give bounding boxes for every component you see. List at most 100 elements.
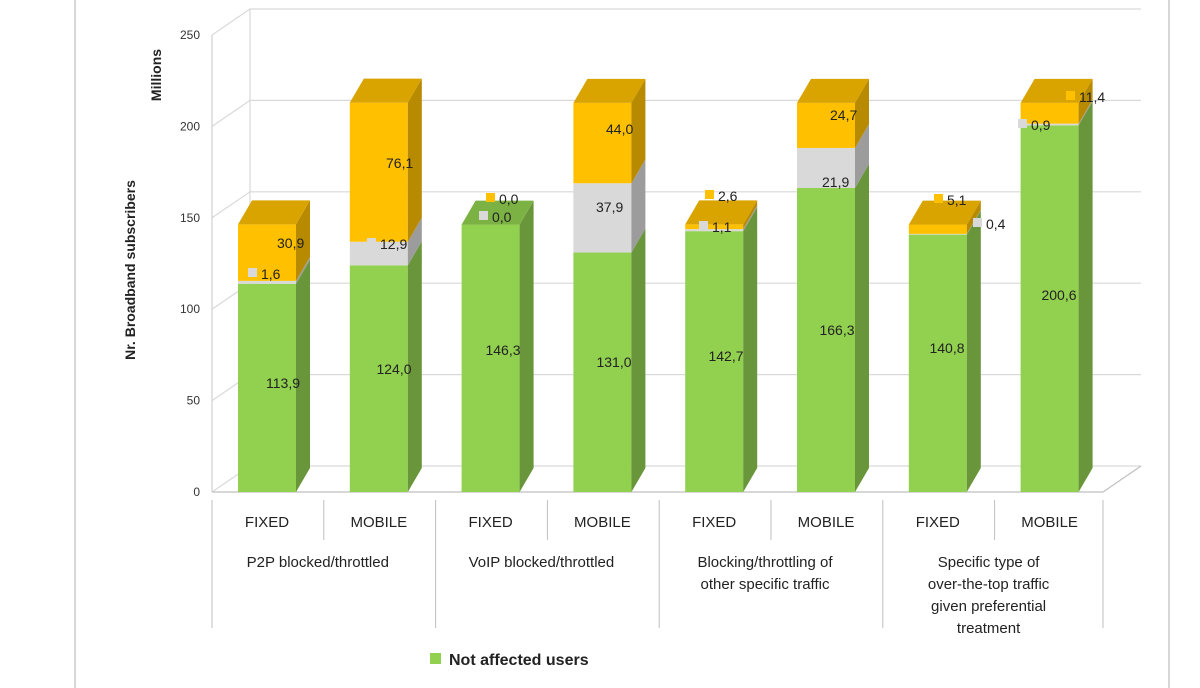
floor-edge xyxy=(1102,465,1142,493)
bar-top-cap xyxy=(349,78,422,103)
bar-segment-side xyxy=(1078,101,1093,493)
data-label: 21,9 xyxy=(822,174,849,190)
bar-segment-side xyxy=(631,159,646,253)
bar-segment-front xyxy=(349,241,408,266)
group-label: VoIP blocked/throttled xyxy=(469,554,615,571)
data-label: 37,9 xyxy=(596,199,623,215)
data-label-marker xyxy=(479,211,488,220)
bar-segment-front xyxy=(238,283,296,492)
bar-segment-side xyxy=(631,228,646,493)
data-label-marker xyxy=(934,194,943,203)
data-label: 11,4 xyxy=(1079,89,1105,105)
data-label: 142,7 xyxy=(708,348,743,364)
data-label: 140,8 xyxy=(929,340,964,356)
bar-segment-front xyxy=(461,224,520,492)
x-axis: FIXED MOBILE P2P blocked/throttled FIXED MOB… xyxy=(211,500,1104,637)
bar-segment-side xyxy=(407,78,422,242)
chart-frame xyxy=(74,0,1170,688)
bar-stack xyxy=(573,78,646,493)
bar-segment-front xyxy=(1020,123,1079,126)
data-label-marker xyxy=(367,238,376,247)
data-label: 124,0 xyxy=(376,361,411,377)
data-labels: 113,9 1,6 30,9 124,0 12,9 76,1 146,3 0,0 0,0 131,… xyxy=(248,89,1105,391)
legend-label-not-affected: Not affected users xyxy=(449,652,589,669)
bar-top-cap xyxy=(685,200,758,225)
bar-segment-front xyxy=(238,280,296,284)
group-label: P2P blocked/throttled xyxy=(247,554,389,571)
y-axis-title: Nr. Broadband subscribers xyxy=(122,180,138,360)
data-label-marker xyxy=(973,218,982,227)
data-label: 131,0 xyxy=(596,354,631,370)
bar-segment-front xyxy=(685,231,744,492)
data-label: 1,6 xyxy=(261,266,281,282)
category-label: FIXED xyxy=(916,514,960,531)
category-label: FIXED xyxy=(469,514,513,531)
bar-segment-side xyxy=(407,241,422,492)
group-label: Specific type of over-the-top traffic give… xyxy=(928,554,1050,637)
y-tick-label: 150 xyxy=(180,211,200,225)
data-label: 0,0 xyxy=(492,209,512,225)
y-tick-label: 50 xyxy=(187,394,201,408)
category-label: MOBILE xyxy=(798,514,855,531)
bar-segment-front xyxy=(1020,125,1079,493)
data-label-marker xyxy=(809,176,818,185)
bar-top-cap xyxy=(797,78,869,103)
data-label-marker xyxy=(1066,91,1075,100)
bar-segment-front xyxy=(908,224,967,234)
bar-segment-side xyxy=(1078,78,1093,124)
y-axis: 0 50 100 150 200 250 xyxy=(180,28,200,499)
data-label-marker xyxy=(583,201,592,210)
bar-segment-side xyxy=(296,259,310,492)
bar-segment-front xyxy=(573,102,632,184)
bars xyxy=(238,78,1093,493)
data-label: 30,9 xyxy=(277,235,304,251)
bar-segment-front xyxy=(797,147,855,189)
bar-segment-side xyxy=(966,210,981,492)
bar-segment-front xyxy=(908,234,967,492)
data-label: 1,1 xyxy=(712,219,732,235)
bar-segment-side xyxy=(743,200,758,230)
category-label: MOBILE xyxy=(1021,514,1078,531)
legend-swatch-not-affected xyxy=(430,653,441,664)
data-label: 44,0 xyxy=(606,121,633,137)
bar-segment-front xyxy=(685,229,744,232)
y-tick-label: 200 xyxy=(180,119,200,133)
data-label: 24,7 xyxy=(830,107,857,123)
bar-segment-side xyxy=(966,200,981,234)
bar-segment-front xyxy=(349,102,408,242)
data-label: 0,9 xyxy=(1031,117,1051,133)
bar-segment-side xyxy=(855,123,869,189)
data-label: 146,3 xyxy=(485,342,520,358)
bar-top-cap xyxy=(573,78,646,103)
bar-top-cap xyxy=(238,200,310,225)
bar-stack xyxy=(238,200,310,492)
category-label: MOBILE xyxy=(350,514,407,531)
bar-segment-side xyxy=(1078,99,1093,126)
bar-stack xyxy=(908,200,981,492)
bar-segment-front xyxy=(685,224,744,230)
legend: Not affected users xyxy=(430,652,589,669)
category-label: MOBILE xyxy=(574,514,631,531)
bar-top-cap xyxy=(908,200,981,225)
data-label: 0,4 xyxy=(986,216,1006,232)
bar-segment-side xyxy=(296,256,310,284)
data-label-marker xyxy=(486,193,495,202)
data-label: 200,6 xyxy=(1041,287,1076,303)
bar-segment-side xyxy=(855,164,869,492)
bar-segment-side xyxy=(743,205,758,232)
data-label-marker xyxy=(705,190,714,199)
group-label: Blocking/throttling of other specific tra… xyxy=(697,554,833,593)
y-tick-label: 250 xyxy=(180,28,200,42)
bar-segment-front xyxy=(349,265,408,492)
bar-stack xyxy=(797,78,869,492)
data-label: 76,1 xyxy=(386,155,413,171)
data-label-marker xyxy=(593,123,602,132)
bar-segment-side xyxy=(631,78,646,184)
bar-segment-front xyxy=(1020,102,1079,124)
data-label: 113,9 xyxy=(266,375,300,391)
data-label: 2,6 xyxy=(718,188,738,204)
bar-segment-front xyxy=(573,252,632,492)
bar-stack xyxy=(461,200,534,492)
data-label-marker xyxy=(817,109,826,118)
